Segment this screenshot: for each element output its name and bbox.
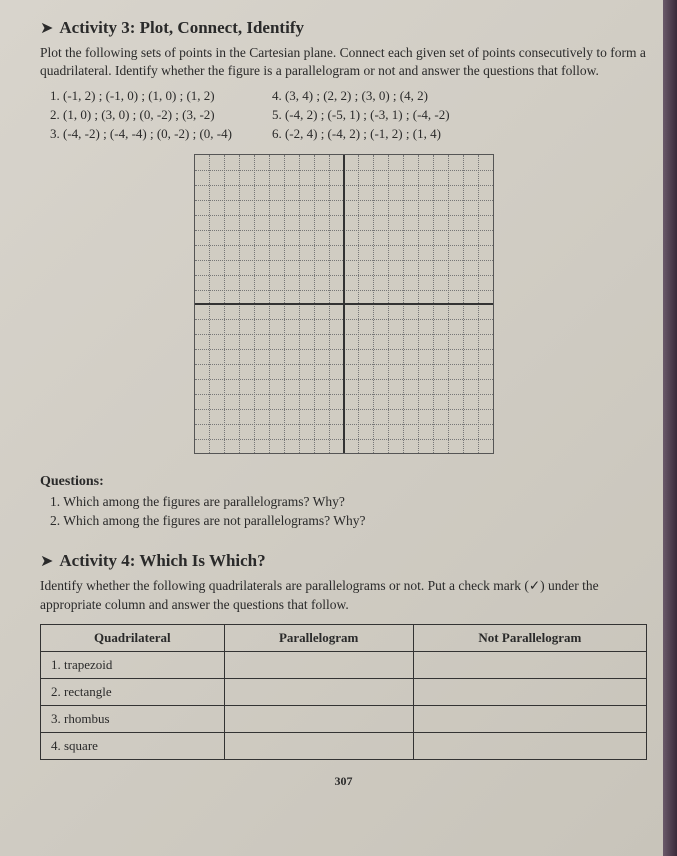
cell-answer: [224, 705, 413, 732]
grid-container: [40, 154, 647, 454]
activity4-section: ➤ Activity 4: Which Is Which? Identify w…: [40, 551, 647, 759]
questions-header: Questions:: [40, 474, 647, 490]
cell-quadrilateral: 4. square: [41, 732, 225, 759]
activity4-title: Activity 4: Which Is Which?: [59, 551, 265, 571]
table-header-row: Quadrilateral Parallelogram Not Parallel…: [41, 624, 647, 651]
activity3-title: Activity 3: Plot, Connect, Identify: [59, 18, 304, 38]
col-not-parallelogram: Not Parallelogram: [413, 624, 646, 651]
cell-answer: [413, 651, 646, 678]
cell-quadrilateral: 2. rectangle: [41, 678, 225, 705]
cell-answer: [224, 732, 413, 759]
points-left-col: 1. (-1, 2) ; (-1, 0) ; (1, 0) ; (1, 2) 2…: [50, 88, 232, 142]
table-row: 1. trapezoid: [41, 651, 647, 678]
cell-answer: [224, 651, 413, 678]
cell-answer: [224, 678, 413, 705]
points-list: 1. (-1, 2) ; (-1, 0) ; (1, 0) ; (1, 2) 2…: [40, 88, 647, 142]
activity4-instructions: Identify whether the following quadrilat…: [40, 577, 647, 613]
point-item: 1. (-1, 2) ; (-1, 0) ; (1, 0) ; (1, 2): [50, 88, 232, 104]
point-item: 2. (1, 0) ; (3, 0) ; (0, -2) ; (3, -2): [50, 107, 232, 123]
arrow-icon: ➤: [40, 551, 53, 571]
page-number: 307: [40, 774, 647, 789]
point-item: 6. (-2, 4) ; (-4, 2) ; (-1, 2) ; (1, 4): [272, 126, 450, 142]
table-row: 4. square: [41, 732, 647, 759]
point-item: 5. (-4, 2) ; (-5, 1) ; (-3, 1) ; (-4, -2…: [272, 107, 450, 123]
cell-answer: [413, 705, 646, 732]
cartesian-grid: [194, 154, 494, 454]
cell-answer: [413, 678, 646, 705]
cell-quadrilateral: 3. rhombus: [41, 705, 225, 732]
table-row: 3. rhombus: [41, 705, 647, 732]
quadrilateral-table: Quadrilateral Parallelogram Not Parallel…: [40, 624, 647, 760]
activity4-header: ➤ Activity 4: Which Is Which?: [40, 551, 647, 571]
cell-answer: [413, 732, 646, 759]
table-row: 2. rectangle: [41, 678, 647, 705]
page-edge-shadow: [663, 0, 677, 856]
question-item: 2. Which among the figures are not paral…: [50, 513, 647, 529]
point-item: 3. (-4, -2) ; (-4, -4) ; (0, -2) ; (0, -…: [50, 126, 232, 142]
points-right-col: 4. (3, 4) ; (2, 2) ; (3, 0) ; (4, 2) 5. …: [272, 88, 450, 142]
col-quadrilateral: Quadrilateral: [41, 624, 225, 651]
questions-section: Questions: 1. Which among the figures ar…: [40, 474, 647, 529]
cell-quadrilateral: 1. trapezoid: [41, 651, 225, 678]
activity3-instructions: Plot the following sets of points in the…: [40, 44, 647, 80]
y-axis: [343, 155, 345, 453]
point-item: 4. (3, 4) ; (2, 2) ; (3, 0) ; (4, 2): [272, 88, 450, 104]
question-item: 1. Which among the figures are parallelo…: [50, 494, 647, 510]
activity3-header: ➤ Activity 3: Plot, Connect, Identify: [40, 18, 647, 38]
col-parallelogram: Parallelogram: [224, 624, 413, 651]
arrow-icon: ➤: [40, 18, 53, 38]
